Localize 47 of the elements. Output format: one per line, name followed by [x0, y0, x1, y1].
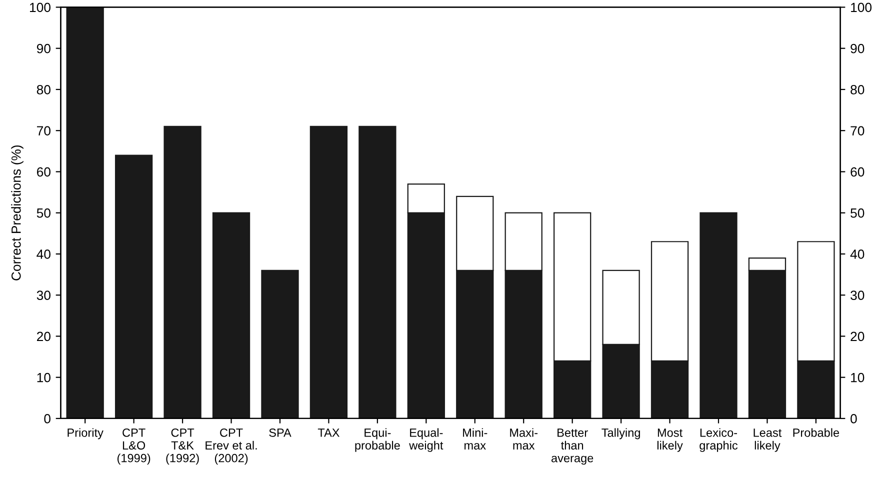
- x-tick-label: TAX: [318, 428, 340, 437]
- bar: [261, 270, 299, 418]
- y2-tick-label: 20: [850, 332, 864, 342]
- bar: [66, 7, 104, 418]
- y2-tick-label: 90: [850, 44, 864, 54]
- y-tick-label: 30: [36, 290, 50, 300]
- y2-tick-label: 40: [850, 250, 864, 259]
- x-tick-label: Least likely: [754, 428, 782, 452]
- bar: [310, 126, 348, 418]
- x-tick-label: Maxi- max: [510, 428, 538, 450]
- y2-tick-label: 50: [850, 208, 864, 218]
- y-tick-label: 10: [37, 372, 50, 382]
- y-tick-label: 20: [36, 332, 50, 342]
- y-tick-label: 90: [36, 44, 50, 54]
- y2-tick-label: 30: [850, 290, 864, 300]
- x-tick-label: Equal- weight: [409, 428, 444, 452]
- y-tick-label: 50: [36, 208, 50, 218]
- y-tick-label: 40: [36, 250, 50, 259]
- x-tick-label: Tallying: [602, 428, 640, 440]
- x-tick-label: Probable: [793, 428, 840, 437]
- y-axis-title: Correct Predictions (%): [11, 145, 24, 280]
- y-tick-label: 70: [37, 126, 50, 136]
- x-tick-label: Priority: [68, 428, 104, 440]
- y2-tick-label: 10: [851, 372, 864, 382]
- x-tick-label: CPT Erev et al. (2002): [206, 428, 257, 465]
- x-tick-label: Equi- probable: [355, 428, 400, 452]
- bar: [358, 126, 396, 418]
- bar: [700, 212, 738, 418]
- x-tick-label: SPA: [269, 428, 292, 437]
- bar: [212, 212, 250, 418]
- y2-tick-label: 60: [850, 167, 864, 177]
- x-tick-label: CPT T&K (1992): [166, 428, 199, 465]
- x-tick-label: Most likely: [657, 428, 683, 452]
- x-tick-label: Better than average: [552, 428, 594, 465]
- x-tick-label: CPT L&O (1999): [117, 428, 150, 465]
- bar: [164, 126, 202, 418]
- bar: [114, 154, 153, 418]
- y-tick-label: 100: [30, 2, 50, 12]
- x-tick-label: Mini- max: [463, 428, 488, 450]
- y2-tick-label: 80: [850, 85, 864, 94]
- y-tick-label: 80: [36, 85, 50, 94]
- y-tick-label: 0: [44, 414, 50, 424]
- y-tick-label: 60: [36, 167, 50, 177]
- y2-tick-label: 0: [850, 414, 857, 424]
- y2-tick-label: 100: [851, 2, 872, 12]
- x-tick-label: Lexico- graphic: [700, 428, 738, 452]
- y2-tick-label: 70: [850, 126, 864, 136]
